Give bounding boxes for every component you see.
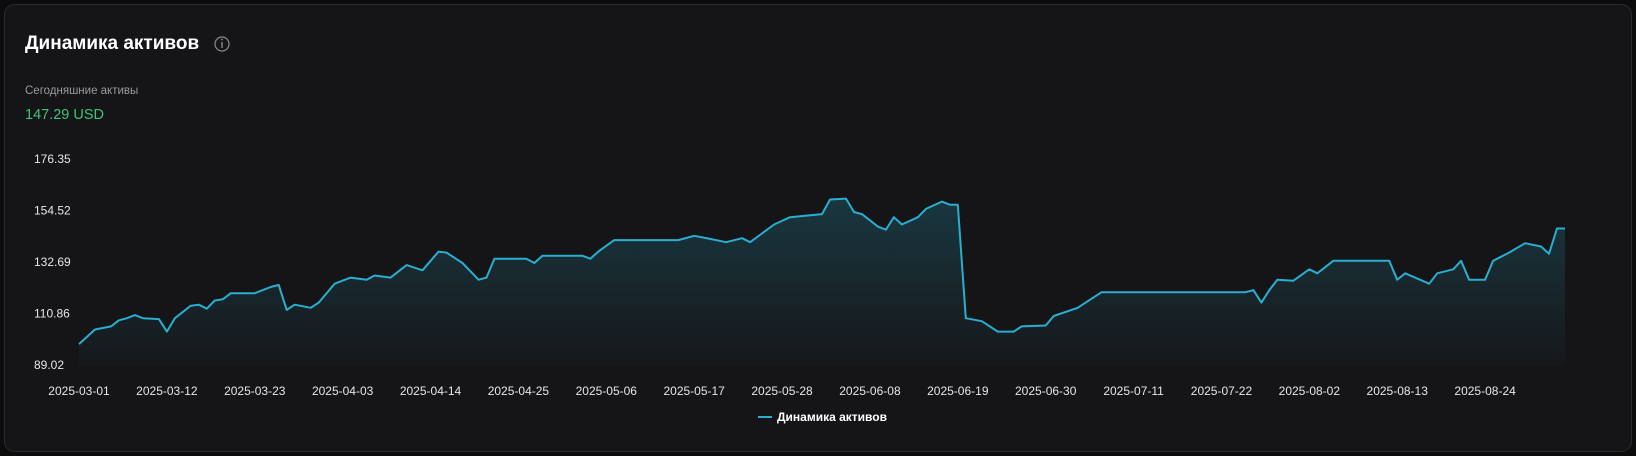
x-tick-label: 2025-06-30	[1015, 384, 1077, 398]
x-tick-label: 2025-08-13	[1367, 384, 1429, 398]
line	[78, 197, 1565, 345]
y-tick-label: 110.86	[34, 307, 70, 321]
y-tick-label: 176.35	[34, 152, 71, 166]
area-fill	[79, 198, 1565, 366]
x-tick-label: 2025-06-08	[839, 384, 901, 398]
x-tick-label: 2025-06-19	[927, 384, 989, 398]
x-tick-label: 2025-04-03	[312, 384, 374, 398]
x-tick-label: 2025-04-14	[400, 384, 462, 398]
x-tick-label: 2025-03-23	[224, 384, 286, 398]
x-tick-label: 2025-05-28	[751, 384, 813, 398]
subtitle: Сегодняшние активы	[25, 85, 138, 97]
x-tick-label: 2025-05-17	[663, 384, 725, 398]
x-tick-label: 2025-04-25	[488, 384, 550, 398]
x-tick-label: 2025-03-01	[48, 384, 110, 398]
x-tick-label: 2025-03-12	[136, 384, 198, 398]
x-tick-label: 2025-07-11	[1103, 384, 1164, 398]
x-tick-label: 2025-08-24	[1454, 384, 1516, 398]
x-tick-label: 2025-07-22	[1191, 384, 1253, 398]
y-tick-label: 154.52	[34, 204, 71, 218]
panel-title: Динамика активов	[25, 33, 199, 54]
info-icon[interactable]	[214, 36, 230, 52]
x-tick-label: 2025-08-02	[1279, 384, 1341, 398]
y-tick-label: 132.69	[34, 255, 71, 269]
x-tick-label: 2025-05-06	[576, 384, 638, 398]
y-tick-label: 89.02	[34, 358, 64, 372]
legend-label: Динамика активов	[777, 410, 887, 424]
today-value: 147.29 USD	[25, 107, 104, 123]
